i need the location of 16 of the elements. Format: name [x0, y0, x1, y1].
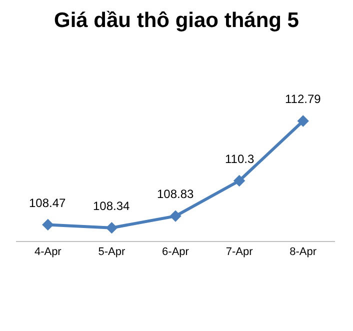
x-tick-label: 7-Apr: [226, 246, 254, 258]
x-tick-label: 4-Apr: [34, 246, 62, 258]
data-label: 108.34: [93, 199, 130, 213]
data-label: 108.47: [29, 196, 66, 210]
point: [233, 174, 246, 187]
point: [297, 115, 309, 127]
chart-title: Giá dầu thô giao tháng 5: [54, 9, 300, 32]
point: [42, 218, 54, 231]
x-tick-label: 5-Apr: [98, 246, 126, 258]
point: [170, 210, 182, 222]
x-tick-label: 8-Apr: [290, 246, 317, 258]
data-label: 110.3: [225, 152, 254, 166]
point: [106, 222, 118, 234]
data-label: 112.79: [285, 92, 322, 106]
x-tick-label: 6-Apr: [162, 246, 190, 258]
data-label: 108.83: [157, 187, 194, 201]
